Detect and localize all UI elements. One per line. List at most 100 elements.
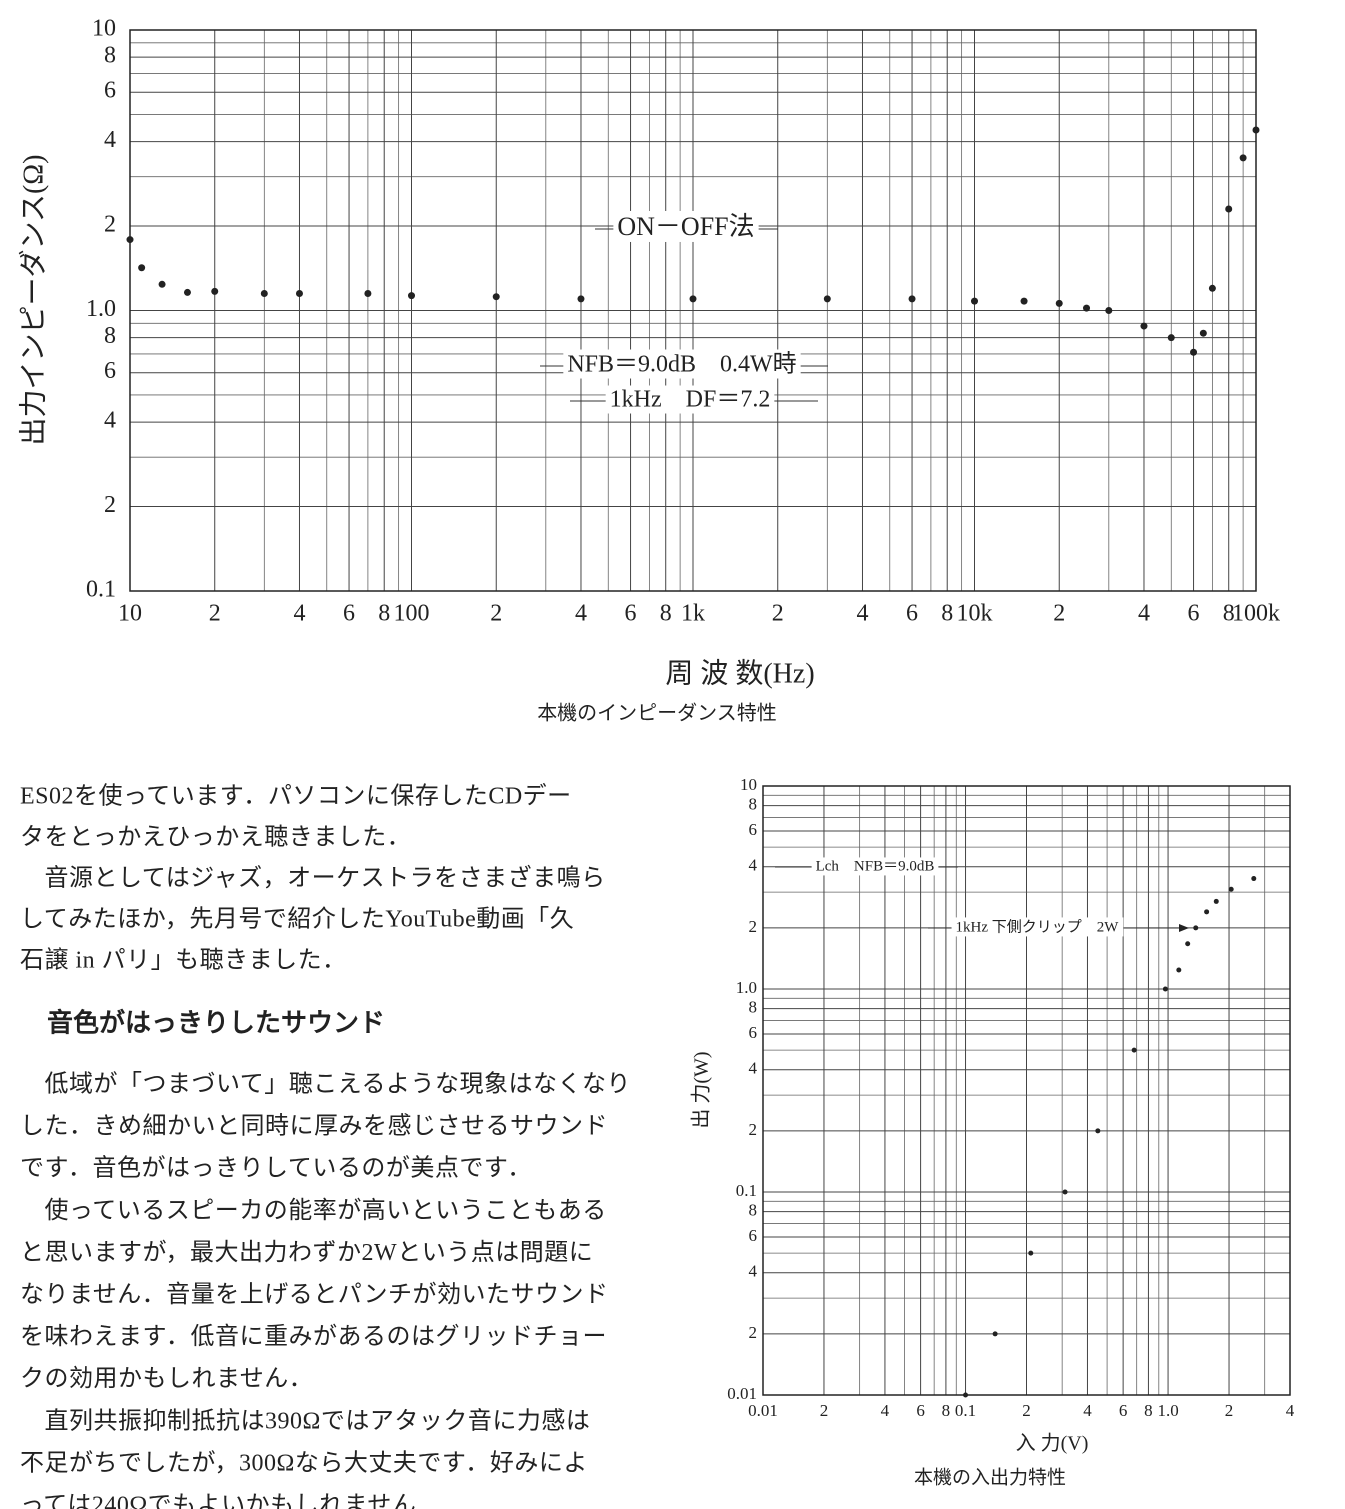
data-point bbox=[158, 280, 166, 288]
y-tick-label: 1.0 bbox=[736, 978, 757, 997]
x-tick-label: 8 bbox=[660, 601, 672, 627]
y-tick-label: 2 bbox=[749, 1323, 758, 1342]
y-tick-label: 8 bbox=[104, 43, 116, 69]
data-point bbox=[1028, 1250, 1034, 1256]
body-line: 石譲 in パリ」も聴きました． bbox=[20, 947, 347, 974]
x-tick-label: 8 bbox=[1144, 1401, 1153, 1420]
x-tick-label: 6 bbox=[1188, 601, 1200, 627]
y-tick-label: 4 bbox=[749, 1262, 758, 1281]
data-point bbox=[1162, 986, 1168, 992]
y-tick-label: 0.1 bbox=[86, 577, 116, 603]
chart: 0.01 2 4 6 8 0.1 2 4 6 8 1.0 2 40.0124680.124681.024… bbox=[690, 775, 1295, 1489]
annotation: NFB＝9.0dB 0.4W時 bbox=[567, 351, 796, 378]
y-tick-label: 8 bbox=[749, 1201, 758, 1220]
x-tick-label: 1k bbox=[681, 601, 705, 627]
x-tick-label: 0.01 bbox=[748, 1401, 778, 1420]
body-line: してみたほか，先月号で紹介したYouTube動画「久 bbox=[20, 906, 574, 933]
data-point bbox=[689, 295, 697, 303]
x-tick-label: 2 bbox=[209, 601, 221, 627]
x-tick-label: 4 bbox=[1083, 1401, 1092, 1420]
x-tick-label: 6 bbox=[1119, 1401, 1128, 1420]
body-line: っては240Ωでもよいかもしれません． bbox=[20, 1493, 441, 1509]
data-point bbox=[1140, 322, 1148, 330]
data-point bbox=[1190, 348, 1198, 356]
x-tick-label: 6 bbox=[916, 1401, 925, 1420]
x-tick-label: 4 bbox=[856, 601, 868, 627]
body-line: 使っているスピーカの能率が高いということもある bbox=[20, 1197, 607, 1224]
body-line: 音源としてはジャズ，オーケストラをさまざま鳴ら bbox=[20, 864, 606, 892]
y-tick-label: 4 bbox=[749, 856, 758, 875]
data-point bbox=[577, 295, 585, 303]
y-tick-label: 6 bbox=[749, 1226, 758, 1245]
body-line: 直列共振抑制抵抗は390Ωではアタック音に力感は bbox=[20, 1407, 590, 1434]
data-point bbox=[1167, 334, 1175, 342]
x-tick-label: 8 bbox=[378, 601, 390, 627]
y-tick-label: 8 bbox=[104, 323, 116, 349]
data-point bbox=[908, 295, 916, 303]
data-point bbox=[1225, 205, 1233, 213]
y-tick-label: 6 bbox=[104, 358, 116, 384]
annotation: 1kHz DF＝7.2 bbox=[610, 387, 771, 413]
x-axis-label: 入 力(V) bbox=[1016, 1432, 1089, 1455]
x-tick-label: 2 bbox=[772, 601, 784, 627]
y-tick-label: 6 bbox=[749, 820, 758, 839]
data-point bbox=[183, 288, 191, 296]
y-tick-label: 8 bbox=[749, 998, 758, 1017]
y-tick-label: 2 bbox=[749, 1120, 758, 1139]
data-point bbox=[1105, 307, 1113, 314]
annotation-bg bbox=[563, 349, 801, 379]
data-point bbox=[1251, 876, 1257, 882]
data-point bbox=[1185, 941, 1191, 947]
body-line: ES02を使っています．パソコンに保存したCDデー bbox=[20, 783, 572, 810]
y-tick-label: 10 bbox=[92, 16, 116, 42]
data-point bbox=[1176, 967, 1182, 973]
data-point bbox=[1204, 909, 1210, 915]
y-tick-label: 2 bbox=[104, 492, 116, 518]
annotation-bg bbox=[613, 210, 759, 242]
plot-frame bbox=[129, 29, 1257, 592]
data-point bbox=[364, 289, 372, 297]
section-heading: 音色がはっきりしたサウンド bbox=[47, 1008, 385, 1039]
data-point bbox=[138, 264, 146, 272]
body-line: なりません．音量を上げるとパンチが効いたサウンド bbox=[20, 1281, 608, 1308]
x-tick-label: 6 bbox=[625, 601, 637, 627]
x-tick-label: 1.0 bbox=[1157, 1401, 1178, 1420]
x-tick-label: 4 bbox=[575, 601, 587, 627]
data-point bbox=[1131, 1047, 1137, 1053]
annotation-bg bbox=[951, 917, 1124, 937]
body-line: と思いますが，最大出力わずか2Wという点は問題に bbox=[20, 1239, 593, 1266]
data-point bbox=[260, 289, 268, 297]
data-point bbox=[1055, 299, 1063, 307]
body-line: タをとっかえひっかえ聴きました． bbox=[20, 824, 411, 851]
y-tick-label: 2 bbox=[104, 212, 116, 238]
body-line: した．きめ細かいと同時に厚みを感じさせるサウンド bbox=[20, 1113, 608, 1140]
data-point bbox=[1252, 126, 1260, 134]
data-point bbox=[1062, 1189, 1068, 1195]
y-tick-label: 4 bbox=[104, 127, 116, 153]
x-axis-label: 周 波 数(Hz) bbox=[665, 657, 814, 689]
x-tick-label: 4 bbox=[1286, 1401, 1295, 1420]
chart: 10 2 4 6 8 100 2 4 6 8 1k 2 4 6 8 10k 2 4 6 8100k0.124681.0… bbox=[17, 16, 1280, 725]
chart-caption: 本機のインピーダンス特性 bbox=[537, 701, 777, 725]
y-tick-label: 6 bbox=[104, 78, 116, 104]
data-point bbox=[126, 236, 134, 244]
x-tick-label: 4 bbox=[1138, 601, 1150, 627]
annotation-bg bbox=[811, 857, 939, 876]
y-tick-label: 0.01 bbox=[727, 1384, 757, 1403]
body-line: を味わえます．低音に重みがあるのはグリッドチョー bbox=[20, 1323, 607, 1350]
y-tick-label: 1.0 bbox=[86, 296, 116, 322]
data-point bbox=[823, 295, 831, 303]
x-tick-label: 2 bbox=[1225, 1401, 1234, 1420]
data-point bbox=[1208, 284, 1216, 292]
annotation-bg bbox=[605, 385, 775, 414]
data-point bbox=[492, 293, 500, 301]
y-tick-label: 0.1 bbox=[736, 1181, 757, 1200]
y-tick-label: 4 bbox=[749, 1059, 758, 1078]
x-tick-label: 8 bbox=[941, 601, 953, 627]
plot-frame bbox=[762, 785, 1291, 1396]
body-line: 低域が「つまづいて」聴こえるような現象はなくなり bbox=[20, 1071, 631, 1098]
y-tick-label: 2 bbox=[749, 917, 758, 936]
data-point bbox=[1083, 304, 1091, 312]
